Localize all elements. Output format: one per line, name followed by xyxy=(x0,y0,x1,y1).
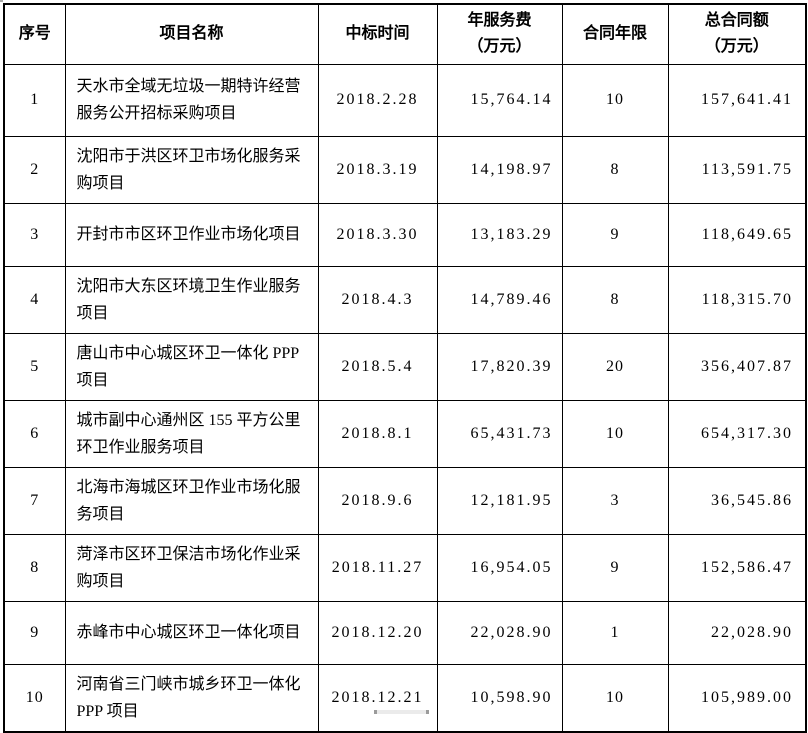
contract-years-cell: 9 xyxy=(561,202,669,267)
annual-fee-cell: 10,598.90 xyxy=(436,663,563,732)
project-name-cell: 唐山市中心城区环卫一体化 PPP 项目 xyxy=(64,332,319,401)
table-row: 9 赤峰市中心城区环卫一体化项目 2018.12.20 22,028.90 1 … xyxy=(3,600,807,665)
contract-years-cell: 10 xyxy=(561,663,669,732)
bid-date-cell: 2018.9.6 xyxy=(317,466,438,535)
clipped-offscreen-element-top xyxy=(0,0,3,2)
project-name-cell: 北海市海城区环卫作业市场化服务项目 xyxy=(64,466,319,535)
bid-award-table: 序号 项目名称 中标时间 年服务费 （万元） 合同年限 总合同额 （万元） 1 … xyxy=(3,3,807,733)
total-amount-cell: 113,591.75 xyxy=(667,135,807,204)
bid-date-cell: 2018.8.1 xyxy=(317,399,438,468)
table-row: 8 菏泽市区环卫保洁市场化作业采购项目 2018.11.27 16,954.05… xyxy=(3,533,807,602)
total-amount-cell: 118,315.70 xyxy=(667,265,807,334)
bid-date-cell: 2018.12.20 xyxy=(317,600,438,665)
total-amount-cell: 36,545.86 xyxy=(667,466,807,535)
row-no-cell: 10 xyxy=(3,663,66,732)
total-amount-cell: 105,989.00 xyxy=(667,663,807,732)
total-amount-cell: 356,407.87 xyxy=(667,332,807,401)
total-amount-cell: 118,649.65 xyxy=(667,202,807,267)
col-header-unit: （万元） xyxy=(704,38,769,56)
col-header-label: 合同年限 xyxy=(582,25,647,43)
table-row: 5 唐山市中心城区环卫一体化 PPP 项目 2018.5.4 17,820.39… xyxy=(3,332,807,401)
table-row: 7 北海市海城区环卫作业市场化服务项目 2018.9.6 12,181.95 3… xyxy=(3,466,807,535)
row-no-cell: 9 xyxy=(3,600,66,665)
col-header-total-amount: 总合同额 （万元） xyxy=(667,3,807,65)
bid-date-cell: 2018.3.30 xyxy=(317,202,438,267)
annual-fee-cell: 13,183.29 xyxy=(436,202,563,267)
col-header-bid-date: 中标时间 xyxy=(317,3,438,65)
row-no-cell: 5 xyxy=(3,332,66,401)
col-header-contract-years: 合同年限 xyxy=(561,3,669,65)
contract-years-cell: 1 xyxy=(561,600,669,665)
annual-fee-cell: 14,198.97 xyxy=(436,135,563,204)
bid-date-cell: 2018.11.27 xyxy=(317,533,438,602)
row-no-cell: 7 xyxy=(3,466,66,535)
table-row: 2 沈阳市于洪区环卫市场化服务采购项目 2018.3.19 14,198.97 … xyxy=(3,135,807,204)
col-header-label: 中标时间 xyxy=(345,25,410,43)
table-row: 3 开封市市区环卫作业市场化项目 2018.3.30 13,183.29 9 1… xyxy=(3,202,807,267)
row-no-cell: 6 xyxy=(3,399,66,468)
contract-years-cell: 8 xyxy=(561,135,669,204)
project-name-cell: 沈阳市大东区环境卫生作业服务项目 xyxy=(64,265,319,334)
total-amount-cell: 654,317.30 xyxy=(667,399,807,468)
annual-fee-cell: 22,028.90 xyxy=(436,600,563,665)
contract-years-cell: 3 xyxy=(561,466,669,535)
row-no-cell: 1 xyxy=(3,63,66,137)
project-name-cell: 城市副中心通州区 155 平方公里环卫作业服务项目 xyxy=(64,399,319,468)
total-amount-cell: 157,641.41 xyxy=(667,63,807,137)
col-header-label: 年服务费 xyxy=(467,12,532,30)
table-row: 1 天水市全域无垃圾一期特许经营服务公开招标采购项目 2018.2.28 15,… xyxy=(3,63,807,137)
row-no-cell: 8 xyxy=(3,533,66,602)
col-header-annual-fee: 年服务费 （万元） xyxy=(436,3,563,65)
table-row: 6 城市副中心通州区 155 平方公里环卫作业服务项目 2018.8.1 65,… xyxy=(3,399,807,468)
row-no-cell: 3 xyxy=(3,202,66,267)
bid-date-cell: 2018.2.28 xyxy=(317,63,438,137)
col-header-label: 项目名称 xyxy=(159,25,224,43)
table-header: 序号 项目名称 中标时间 年服务费 （万元） 合同年限 总合同额 （万元） xyxy=(3,3,807,65)
project-name-cell: 天水市全域无垃圾一期特许经营服务公开招标采购项目 xyxy=(64,63,319,137)
clipped-offscreen-element-bottom xyxy=(374,710,429,714)
table-body: 1 天水市全域无垃圾一期特许经营服务公开招标采购项目 2018.2.28 15,… xyxy=(3,63,807,732)
col-header-seq: 序号 xyxy=(3,3,66,65)
bid-date-cell: 2018.12.21 xyxy=(317,663,438,732)
table-row: 4 沈阳市大东区环境卫生作业服务项目 2018.4.3 14,789.46 8 … xyxy=(3,265,807,334)
contract-years-cell: 8 xyxy=(561,265,669,334)
annual-fee-cell: 14,789.46 xyxy=(436,265,563,334)
header-row: 序号 项目名称 中标时间 年服务费 （万元） 合同年限 总合同额 （万元） xyxy=(3,3,807,65)
col-header-unit: （万元） xyxy=(467,38,532,56)
col-header-label: 总合同额 xyxy=(704,12,769,30)
total-amount-cell: 152,586.47 xyxy=(667,533,807,602)
bid-date-cell: 2018.4.3 xyxy=(317,265,438,334)
annual-fee-cell: 15,764.14 xyxy=(436,63,563,137)
project-name-cell: 沈阳市于洪区环卫市场化服务采购项目 xyxy=(64,135,319,204)
bid-date-cell: 2018.5.4 xyxy=(317,332,438,401)
annual-fee-cell: 17,820.39 xyxy=(436,332,563,401)
project-name-cell: 河南省三门峡市城乡环卫一体化 PPP 项目 xyxy=(64,663,319,732)
contract-years-cell: 9 xyxy=(561,533,669,602)
contract-years-cell: 10 xyxy=(561,399,669,468)
contract-years-cell: 20 xyxy=(561,332,669,401)
contract-years-cell: 10 xyxy=(561,63,669,137)
total-amount-cell: 22,028.90 xyxy=(667,600,807,665)
col-header-project-name: 项目名称 xyxy=(64,3,319,65)
annual-fee-cell: 65,431.73 xyxy=(436,399,563,468)
row-no-cell: 2 xyxy=(3,135,66,204)
row-no-cell: 4 xyxy=(3,265,66,334)
annual-fee-cell: 12,181.95 xyxy=(436,466,563,535)
col-header-label: 序号 xyxy=(18,25,51,43)
project-name-cell: 菏泽市区环卫保洁市场化作业采购项目 xyxy=(64,533,319,602)
annual-fee-cell: 16,954.05 xyxy=(436,533,563,602)
bid-date-cell: 2018.3.19 xyxy=(317,135,438,204)
project-name-cell: 赤峰市中心城区环卫一体化项目 xyxy=(64,600,319,665)
project-name-cell: 开封市市区环卫作业市场化项目 xyxy=(64,202,319,267)
table-row: 10 河南省三门峡市城乡环卫一体化 PPP 项目 2018.12.21 10,5… xyxy=(3,663,807,732)
